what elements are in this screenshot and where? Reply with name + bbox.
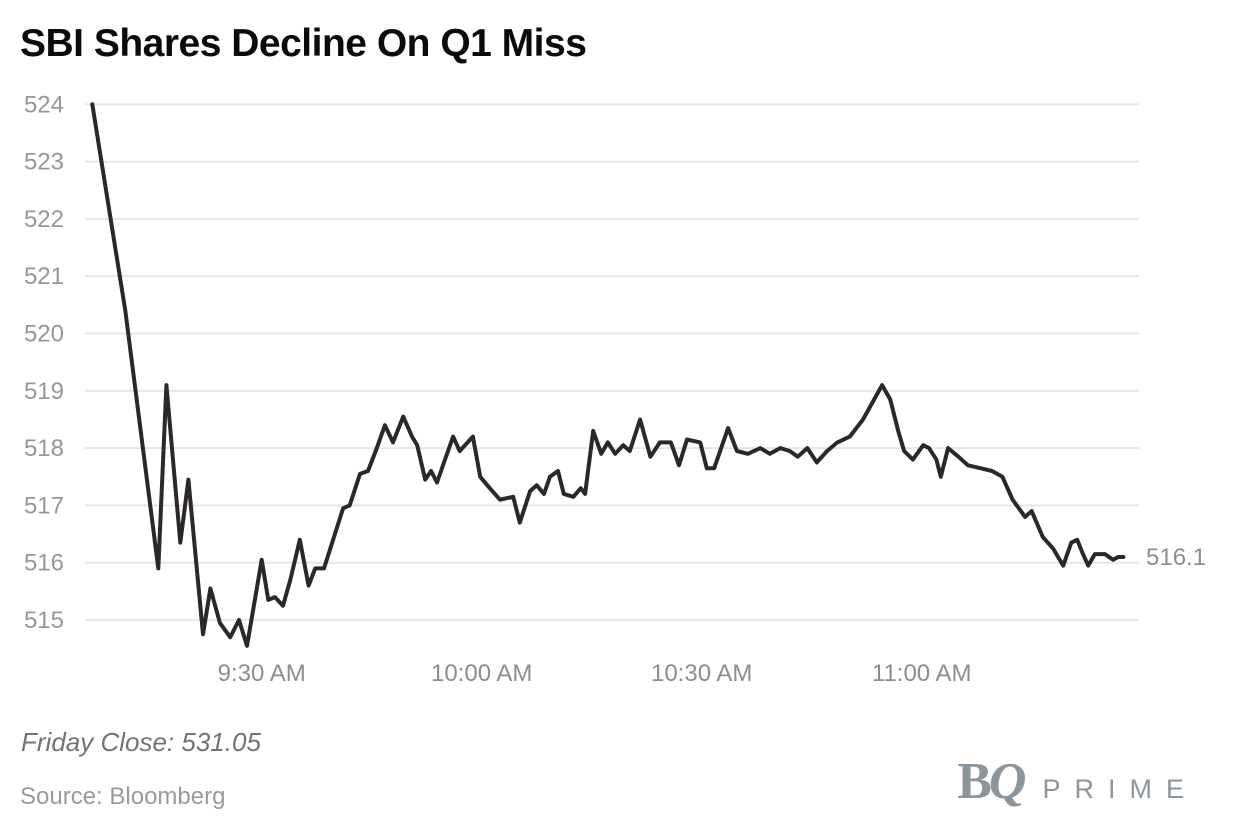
source-credit: Source: Bloomberg [20,783,226,810]
y-axis-label: 516 [24,550,64,577]
price-line [90,102,1126,648]
y-axis-label: 517 [24,492,64,519]
y-axis-label: 524 [24,91,64,118]
x-axis-label: 11:00 AM [872,660,972,687]
bqprime-logo-prime: PRIME [1042,774,1198,804]
y-axis-label: 521 [24,263,64,290]
x-axis-label: 10:30 AM [651,660,752,687]
friday-close-note: Friday Close: 531.05 [21,727,261,757]
y-axis-label: 518 [24,435,64,462]
last-value-label: 516.1 [1146,544,1206,571]
bqprime-logo-q: Q [988,753,1027,810]
x-axis-label: 9:30 AM [218,660,306,687]
price-line-chart: 524 523 522 521 520 519 518 517 516 515 9:30 AM 10:… [24,91,1206,687]
x-axis-label: 10:00 AM [431,660,532,687]
y-axis-label: 523 [24,149,64,176]
y-axis-label: 515 [24,607,64,634]
chart-title: SBI Shares Decline On Q1 Miss [20,22,587,65]
bqprime-logo-b: B [957,753,992,810]
y-axis-label: 519 [24,378,64,405]
y-axis-label: 520 [24,321,64,348]
bqprime-logo: B Q PRIME [957,756,1198,808]
y-axis-label: 522 [24,206,64,233]
